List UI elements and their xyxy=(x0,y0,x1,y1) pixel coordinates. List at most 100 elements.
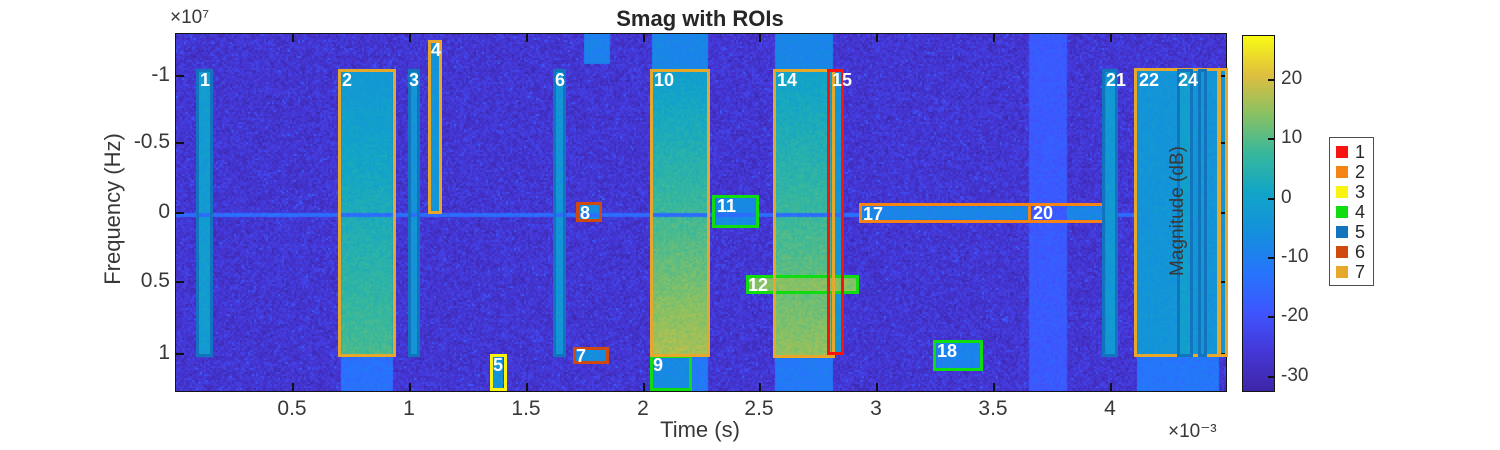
tick-mark xyxy=(993,34,995,42)
roi-label-1: 1 xyxy=(200,70,211,90)
y-tick-label: 0 xyxy=(158,200,170,223)
legend-swatch-icon xyxy=(1336,266,1348,278)
roi-box-8[interactable] xyxy=(576,202,602,222)
x-tick-label: 0.5 xyxy=(277,397,307,420)
colorbar-label: Magnitude (dB) xyxy=(1167,146,1188,276)
roi-box-18[interactable] xyxy=(933,340,983,371)
legend-swatch-icon xyxy=(1336,186,1348,198)
x-axis-label: Time (s) xyxy=(660,417,740,442)
legend-entry-label: 1 xyxy=(1355,142,1366,162)
roi-label-14: 14 xyxy=(777,70,798,90)
roi-label-7: 7 xyxy=(576,346,587,366)
roi-label-11: 11 xyxy=(717,196,737,216)
x-tick-label: 2 xyxy=(637,397,649,420)
legend-row-6: 6 xyxy=(1330,242,1373,262)
tick-mark xyxy=(1218,75,1226,77)
legend-entry-label: 6 xyxy=(1355,242,1366,262)
roi-box[interactable] xyxy=(1218,68,1228,357)
legend-row-4: 4 xyxy=(1330,202,1373,222)
tick-mark xyxy=(176,353,184,355)
tick-mark xyxy=(759,34,761,42)
tick-mark xyxy=(292,383,294,391)
x-tick-label: 4 xyxy=(1104,397,1116,420)
tick-mark xyxy=(409,383,411,391)
legend-row-5: 5 xyxy=(1330,222,1373,242)
x-tick-label: 3.5 xyxy=(978,397,1008,420)
roi-box-6[interactable] xyxy=(553,69,566,357)
legend-row-1: 1 xyxy=(1330,142,1373,162)
roi-box[interactable] xyxy=(1198,69,1207,357)
legend-swatch-icon xyxy=(1336,166,1348,178)
legend-entry-label: 7 xyxy=(1355,262,1366,282)
colorbar-tick-label: -30 xyxy=(1281,365,1309,386)
spectrogram-axes: 1 2 3 4 5 6 7 8 9 10 11 12 14 15 17 18 20 21 22 24 xyxy=(175,33,1228,392)
x-axis-multiplier: ×10⁻³ xyxy=(1168,421,1217,442)
roi-box-15[interactable] xyxy=(827,69,844,355)
colorbar-tick-mark xyxy=(1268,257,1274,259)
legend-row-3: 3 xyxy=(1330,182,1373,202)
colorbar-tick-mark xyxy=(1268,198,1274,200)
x-tick-label: 3 xyxy=(870,397,882,420)
colorbar-tick-label: -10 xyxy=(1281,246,1309,267)
roi-label-5: 5 xyxy=(493,355,504,375)
roi-box-12[interactable] xyxy=(746,275,859,294)
x-tick-label: 2.5 xyxy=(744,397,774,420)
roi-label-22: 22 xyxy=(1139,70,1160,90)
colorbar-tick-label: 10 xyxy=(1281,127,1303,148)
roi-label-12: 12 xyxy=(748,275,769,295)
tick-mark xyxy=(876,383,878,391)
legend-swatch-icon xyxy=(1336,246,1348,258)
roi-box-11[interactable] xyxy=(712,195,759,228)
legend-entry-label: 5 xyxy=(1355,222,1366,242)
tick-mark xyxy=(643,34,645,42)
colorbar-tick-mark xyxy=(1268,79,1274,81)
y-tick-label: 1 xyxy=(158,341,170,364)
tick-mark xyxy=(176,75,184,77)
tick-mark xyxy=(643,383,645,391)
legend-entry-label: 3 xyxy=(1355,182,1366,202)
roi-box-2[interactable] xyxy=(338,69,396,357)
roi-label-20: 20 xyxy=(1033,203,1054,223)
roi-box-10[interactable] xyxy=(650,69,710,357)
roi-box-21[interactable] xyxy=(1102,69,1118,357)
tick-mark xyxy=(409,34,411,42)
legend-swatch-icon xyxy=(1336,206,1348,218)
colorbar-tick-mark xyxy=(1268,376,1274,378)
chart-title: Smag with ROIs xyxy=(616,6,784,31)
roi-label-6: 6 xyxy=(555,70,566,90)
legend-entry-label: 2 xyxy=(1355,162,1366,182)
roi-label-24: 24 xyxy=(1178,70,1199,90)
y-tick-label: -1 xyxy=(151,63,170,86)
roi-box-3[interactable] xyxy=(408,69,420,357)
colorbar-tick-label: 0 xyxy=(1281,187,1292,208)
roi-label-21: 21 xyxy=(1106,70,1127,90)
tick-mark xyxy=(292,34,294,42)
colorbar xyxy=(1242,35,1275,392)
roi-label-15: 15 xyxy=(832,70,853,90)
y-tick-label: 0.5 xyxy=(140,269,170,292)
roi-box-1[interactable] xyxy=(196,69,213,357)
roi-box-4[interactable] xyxy=(428,40,442,214)
roi-box-24[interactable] xyxy=(1177,69,1193,357)
roi-box-14[interactable] xyxy=(773,69,835,358)
tick-mark xyxy=(1218,212,1226,214)
tick-mark xyxy=(1110,34,1112,42)
colorbar-tick-mark xyxy=(1268,316,1274,318)
roi-box-5[interactable] xyxy=(490,354,507,391)
tick-mark xyxy=(526,34,528,42)
roi-label-2: 2 xyxy=(342,70,353,90)
tick-mark xyxy=(993,383,995,391)
roi-label-10: 10 xyxy=(654,70,675,90)
roi-label-3: 3 xyxy=(409,70,420,90)
roi-box-7[interactable] xyxy=(573,347,609,364)
y-axis-multiplier: ×10⁷ xyxy=(170,7,210,28)
legend-swatch-icon xyxy=(1336,146,1348,158)
tick-mark xyxy=(176,142,184,144)
spectrogram-canvas xyxy=(176,34,1226,391)
colorbar-tick-mark xyxy=(1268,138,1274,140)
tick-mark xyxy=(1218,281,1226,283)
x-tick-label: 1.5 xyxy=(511,397,541,420)
x-tick-label: 1 xyxy=(403,397,415,420)
